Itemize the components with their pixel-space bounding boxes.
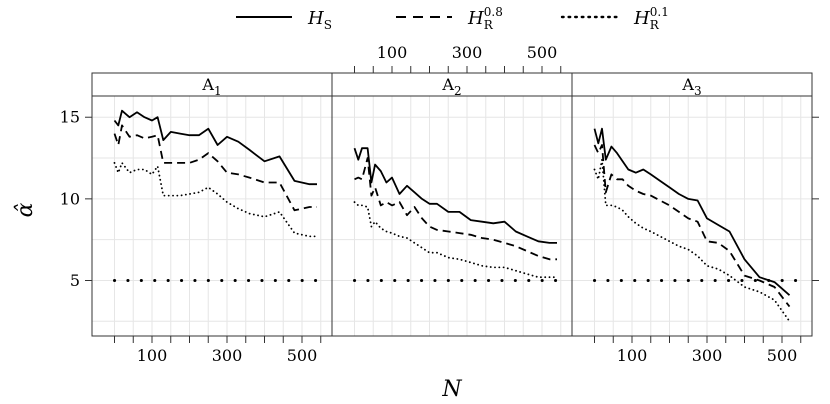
panel-grid xyxy=(332,96,572,336)
x-tick-label: 100 xyxy=(137,346,168,365)
panel-title: A2 xyxy=(441,75,461,98)
panel-title: A1 xyxy=(201,75,221,98)
series-line-solid xyxy=(353,147,557,244)
x-tick-label: 100 xyxy=(377,43,408,62)
y-tick-label: 10 xyxy=(60,189,80,208)
panel-1: A1 xyxy=(91,72,333,337)
panel-grid xyxy=(572,96,812,336)
top-x-axis: 100 300 500 xyxy=(354,43,562,73)
legend-label-dashed: HR0.8 xyxy=(467,5,503,32)
panels: A1 A2 A3 xyxy=(91,72,813,337)
bottom-x-axis: 100 300 500 100 300 500 xyxy=(114,336,802,365)
x-tick-label: 500 xyxy=(767,346,798,365)
series-line-dashed xyxy=(354,157,557,261)
series-line-dashed xyxy=(113,124,317,212)
panel-title: A3 xyxy=(681,75,701,98)
series-line-solid xyxy=(113,109,317,186)
panel-frame xyxy=(91,95,333,337)
y-tick-label: 15 xyxy=(60,108,80,127)
panel-frame xyxy=(571,95,813,337)
x-tick-label: 300 xyxy=(452,43,483,62)
legend-label-solid: HS xyxy=(307,8,332,32)
x-tick-label: 300 xyxy=(692,346,723,365)
panel-frame xyxy=(331,95,573,337)
y-axis: 5 10 15 xyxy=(60,108,819,290)
x-tick-label: 500 xyxy=(287,346,318,365)
x-tick-label: 300 xyxy=(212,346,243,365)
legend-label-dotted: HR0.1 xyxy=(633,5,669,32)
panel-2: A2 xyxy=(331,72,573,337)
panel-series xyxy=(593,127,799,323)
panel-3: A3 xyxy=(571,72,813,337)
series-line-dashed xyxy=(593,144,791,308)
series-line-dotted xyxy=(113,161,318,238)
panel-series xyxy=(113,109,319,282)
x-axis-label: N xyxy=(441,377,462,402)
series-line-dotted xyxy=(593,158,791,323)
series-line-solid xyxy=(593,127,791,296)
x-tick-label: 500 xyxy=(527,43,558,62)
panel-series xyxy=(353,147,559,282)
series-line-dotted xyxy=(353,201,558,279)
y-tick-label: 5 xyxy=(70,271,80,290)
legend: HS HR0.8 HR0.1 xyxy=(236,5,669,32)
x-tick-label: 100 xyxy=(617,346,648,365)
y-axis-label: α̂ xyxy=(13,202,38,217)
panel-grid xyxy=(92,96,332,336)
